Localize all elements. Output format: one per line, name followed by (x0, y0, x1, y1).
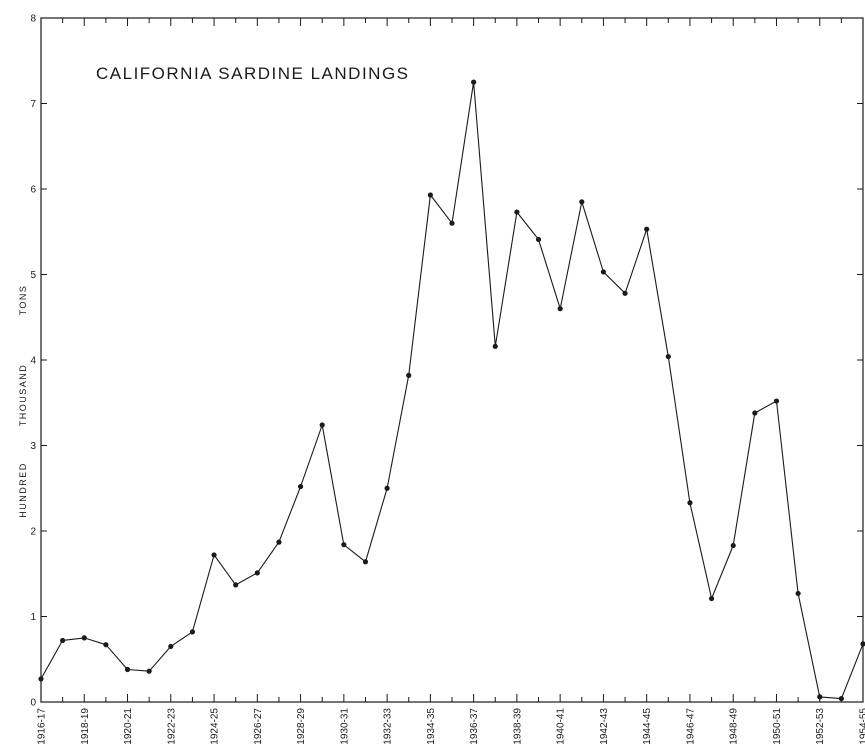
y-tick-label: 1 (30, 612, 36, 623)
data-point (795, 590, 801, 597)
x-tick-label: 1918-19 (80, 708, 91, 745)
data-point (752, 410, 758, 416)
data-point (168, 643, 174, 650)
data-point (384, 485, 390, 491)
data-point (535, 236, 542, 243)
data-point (103, 642, 109, 648)
y-tick-label: 6 (30, 185, 36, 196)
x-tick-label: 1952-53 (815, 708, 826, 745)
data-point (687, 500, 693, 506)
x-tick-label: 1934-35 (426, 708, 437, 745)
data-point (38, 676, 44, 682)
data-point (124, 666, 131, 673)
y-tick-label: 0 (30, 698, 36, 709)
data-point (708, 595, 715, 602)
x-tick-label: 1930-31 (339, 708, 350, 745)
x-tick-label: 1924-25 (210, 708, 221, 745)
x-tick-label: 1950-51 (772, 708, 783, 745)
y-axis-label: HUNDRED THOUSAND TONS (18, 285, 28, 518)
data-point (427, 192, 433, 198)
x-tick-label: 1940-41 (556, 708, 567, 745)
x-tick-label: 1936-37 (469, 708, 480, 745)
data-point (297, 483, 304, 490)
chart-title: CALIFORNIA SARDINE LANDINGS (96, 64, 410, 83)
x-tick-label: 1948-49 (729, 708, 740, 745)
data-point (514, 209, 520, 215)
data-point (557, 306, 563, 312)
data-point (406, 372, 412, 378)
x-tick-label: 1932-33 (383, 708, 394, 745)
x-tick-label: 1926-27 (253, 708, 264, 745)
data-point (838, 695, 844, 702)
y-tick-label: 8 (30, 14, 36, 25)
data-point (211, 552, 217, 558)
data-point (60, 637, 66, 644)
data-point (471, 79, 477, 85)
x-tick-label: 1928-29 (296, 708, 307, 745)
data-point (817, 694, 823, 700)
data-point (579, 199, 585, 205)
data-point (622, 290, 628, 296)
data-point (189, 629, 196, 635)
data-point (81, 635, 87, 641)
data-points (38, 79, 865, 702)
y-tick-label: 3 (30, 441, 36, 452)
data-point (254, 570, 260, 576)
y-tick-label: 5 (30, 270, 36, 281)
y-tick-label: 7 (30, 99, 36, 110)
x-tick-label: 1922-23 (166, 708, 177, 745)
data-point (665, 353, 671, 360)
data-point (644, 226, 650, 232)
y-axis-label-word: HUNDRED (18, 462, 28, 518)
y-axis-label-word: TONS (18, 285, 28, 316)
x-axis: 1916-17 1918-19 1920-21 1922-23 1924-25 1926-… (37, 18, 865, 745)
data-point (146, 668, 152, 674)
data-point (600, 269, 607, 275)
x-tick-label: 1942-43 (599, 708, 610, 745)
data-point (730, 542, 736, 549)
data-point (773, 398, 780, 404)
y-axis: 0 1 2 3 4 5 6 7 8 (30, 14, 863, 709)
x-tick-label: 1946-47 (685, 708, 696, 745)
data-point (860, 641, 865, 647)
data-point (449, 220, 455, 226)
y-tick-label: 2 (30, 527, 36, 538)
x-tick-label: 1954-55 (859, 708, 865, 745)
data-point (319, 422, 325, 428)
data-point (362, 559, 369, 565)
x-tick-label: 1916-17 (37, 708, 48, 745)
y-tick-label: 4 (30, 356, 36, 367)
y-axis-label-word: THOUSAND (18, 364, 28, 427)
data-point (233, 582, 239, 588)
data-point (276, 539, 282, 545)
x-tick-label: 1944-45 (642, 708, 653, 745)
data-point (492, 343, 498, 349)
x-tick-label: 1920-21 (123, 708, 134, 745)
data-point (341, 542, 347, 548)
x-tick-label: 1938-39 (512, 708, 523, 745)
